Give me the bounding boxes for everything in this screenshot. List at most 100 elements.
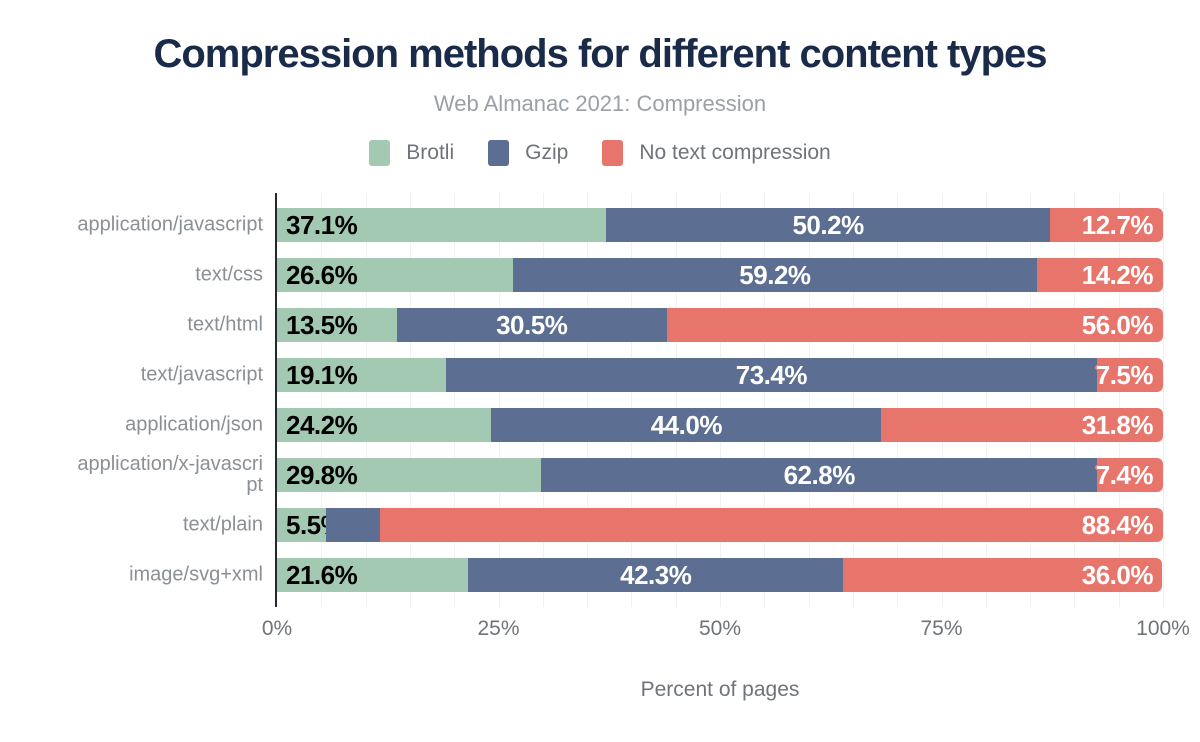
bar-row-application/json: application/json 24.2% 44.0% 31.8% <box>125 408 1163 442</box>
bar-segment-brotli <box>277 208 606 242</box>
bar-segment-brotli <box>277 408 492 442</box>
bar-segment-no-text-compression <box>666 308 1163 342</box>
bar-row-application/javascript: application/javascript 37.1% 50.2% 12.7% <box>77 208 1163 242</box>
gridline <box>675 193 677 607</box>
bar-value-label: 88.4% <box>1081 510 1154 540</box>
category-label: application/json <box>125 413 263 436</box>
gridline <box>542 193 544 607</box>
gridline <box>1118 193 1120 607</box>
gridline <box>1074 193 1076 607</box>
bar-value-label: 42.3% <box>620 560 692 590</box>
gridline <box>720 193 721 607</box>
bar-value-label: 12.7% <box>1081 210 1154 240</box>
x-tick-75: 75% <box>920 617 963 640</box>
category-label: text/plain <box>182 513 263 536</box>
bar-segment-brotli <box>277 558 469 592</box>
bar-row-text/plain: text/plain 5.5% 88.4% <box>183 508 1163 542</box>
gridline <box>852 193 854 607</box>
bar-segment-brotli <box>277 358 447 392</box>
gridline <box>897 193 899 607</box>
bar-segment-gzip <box>605 208 1051 242</box>
no-compression-swatch-icon <box>602 140 624 166</box>
bar-segment-gzip <box>541 458 1098 492</box>
bar-value-label: 56.0% <box>1081 310 1154 340</box>
bar-value-label: 24.2% <box>286 410 358 440</box>
legend-item-gzip: Gzip <box>488 140 568 166</box>
gridline <box>985 193 987 607</box>
bar-value-label: 21.6% <box>286 560 358 590</box>
bar-segment-gzip <box>396 308 667 342</box>
bar-value-label: 14.2% <box>1081 260 1154 290</box>
legend-item-brotli: Brotli <box>369 140 454 166</box>
legend-label-no-compression: No text compression <box>639 141 831 164</box>
category-label: text/javascript <box>140 363 263 386</box>
bar-segment-no-text-compression <box>379 508 1163 542</box>
bar-row-text/html: text/html 13.5% 30.5% 56.0% <box>187 308 1163 342</box>
legend: Brotli Gzip No text compression <box>0 140 1200 166</box>
bar-segment-gzip <box>491 408 882 442</box>
brotli-swatch-icon <box>369 140 391 166</box>
bar-value-label: 62.8% <box>783 460 856 490</box>
bar-segment-gzip <box>468 558 844 592</box>
bar-row-text/css: text/css 26.6% 59.2% 14.2% <box>195 258 1163 292</box>
bar-segment-no-text-compression <box>881 408 1163 442</box>
x-tick-0: 0% <box>261 617 293 640</box>
plot-area: application/javascript 37.1% 50.2% 12.7% tex… <box>77 193 1164 607</box>
chart-subtitle: Web Almanac 2021: Compression <box>433 91 767 116</box>
gridline <box>409 193 411 607</box>
bar-row-text/javascript: text/javascript 19.1% 73.4% 7.5% <box>141 358 1163 392</box>
bar-segment-gzip <box>512 258 1038 292</box>
legend-item-no-compression: No text compression <box>602 140 831 166</box>
gridline <box>764 193 766 607</box>
gridline <box>498 193 500 607</box>
bar-value-label: 7.5% <box>1095 360 1154 390</box>
bar-value-label: 36.0% <box>1081 560 1154 590</box>
gridline <box>631 193 633 607</box>
bar-segment-no-text-compression <box>1097 458 1163 492</box>
bar-segment-brotli <box>277 308 397 342</box>
gridline <box>1030 193 1032 607</box>
x-tick-50: 50% <box>698 617 742 640</box>
bar-segment-brotli <box>277 508 326 542</box>
gridline <box>321 193 323 607</box>
bar-value-label: 73.4% <box>735 360 808 390</box>
x-tick-100: 100% <box>1136 617 1190 640</box>
gridline <box>1163 193 1164 607</box>
bar-segment-gzip <box>446 358 1097 392</box>
bar-segment-no-text-compression <box>1096 358 1163 392</box>
x-tick-25: 25% <box>477 617 520 640</box>
bar-value-label: 29.8% <box>286 460 358 490</box>
bar-value-label: 30.5% <box>496 310 568 340</box>
bar-value-label: 50.2% <box>792 210 864 240</box>
gzip-swatch-icon <box>488 140 510 166</box>
gridline <box>587 193 589 607</box>
x-axis-title: Percent of pages <box>640 678 800 701</box>
category-label: application/x-javascript <box>77 453 263 496</box>
gridline <box>941 193 943 607</box>
category-label: text/css <box>195 263 263 286</box>
legend-label-gzip: Gzip <box>525 141 569 164</box>
bar-segment-no-text-compression <box>843 558 1163 592</box>
bar-value-label: 13.5% <box>286 310 358 340</box>
gridline <box>808 193 810 607</box>
chart-title: Compression methods for different conten… <box>153 32 1047 76</box>
bar-value-label: 7.4% <box>1095 460 1154 490</box>
y-axis-line <box>275 193 277 607</box>
bar-segment-brotli <box>277 258 513 292</box>
gridline <box>454 193 456 607</box>
bar-value-label: 59.2% <box>739 260 811 290</box>
legend-label-brotli: Brotli <box>406 141 455 164</box>
category-label: application/javascript <box>77 213 263 236</box>
bar-value-label: 37.1% <box>286 210 358 240</box>
x-axis-ticks: 0% 25% 50% 75% 100% <box>262 617 1190 643</box>
bar-value-label: 26.6% <box>286 260 358 290</box>
gridline <box>365 193 367 607</box>
bar-value-label: 19.1% <box>286 360 358 390</box>
bar-value-label: 31.8% <box>1081 410 1154 440</box>
bar-segment-no-text-compression <box>1050 208 1163 242</box>
bar-segment-brotli <box>277 458 542 492</box>
category-label: image/svg+xml <box>129 563 263 586</box>
bar-value-label: 44.0% <box>650 410 723 440</box>
bar-row-image/svg+xml: image/svg+xml 21.6% 42.3% 36.0% <box>129 558 1163 592</box>
